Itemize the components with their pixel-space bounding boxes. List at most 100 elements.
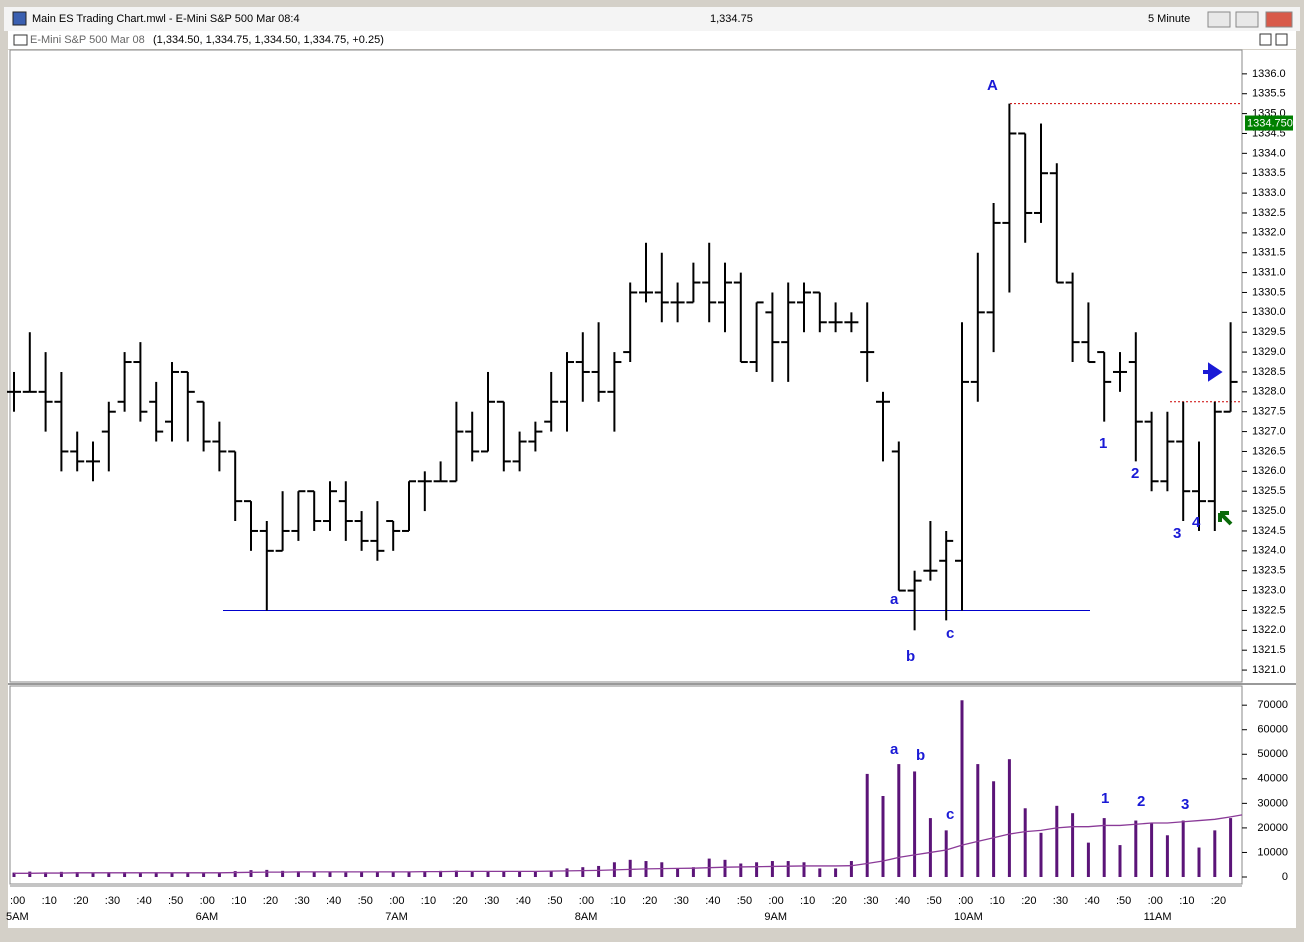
x-tick-label: :00 [389, 895, 404, 907]
volume-bar [502, 871, 506, 877]
volume-bar [75, 872, 79, 877]
x-tick-label: :00 [768, 895, 783, 907]
volume-bar [123, 872, 127, 877]
x-tick-label: :20 [452, 895, 467, 907]
volume-bar [739, 863, 743, 877]
x-tick-label: :40 [705, 895, 720, 907]
y-tick-label: 1330.0 [1252, 306, 1286, 318]
volume-bar [454, 870, 458, 877]
y-tick-label: 1326.5 [1252, 445, 1286, 457]
volume-bar [107, 872, 111, 877]
volume-bar [628, 859, 632, 877]
x-tick-label: :40 [136, 895, 151, 907]
symbol-icon [13, 34, 28, 46]
x-tick-label: :00 [579, 895, 594, 907]
volume-bar [818, 868, 822, 877]
volume-bar [1213, 830, 1217, 877]
y-tick-label: 1329.0 [1252, 346, 1286, 358]
volume-bar [1197, 847, 1201, 877]
annotation: c [946, 806, 954, 823]
x-tick-label: :20 [263, 895, 278, 907]
volume-bar [691, 867, 695, 877]
volume-bar [1102, 818, 1106, 877]
volume-bar [186, 872, 190, 877]
volume-bar [312, 871, 316, 877]
volume-bar [913, 771, 917, 877]
x-tick-label: :10 [231, 895, 246, 907]
y-tick-label: 1324.5 [1252, 525, 1286, 537]
x-tick-label: :20 [832, 895, 847, 907]
title-bar [4, 7, 1300, 31]
volume-bar [28, 871, 32, 877]
volume-bar [138, 872, 142, 877]
y-tick-label: 1328.0 [1252, 386, 1286, 398]
y-tick-label: 1333.0 [1252, 187, 1286, 199]
volume-bar [881, 796, 885, 877]
volume-bar [344, 872, 348, 877]
x-tick-label: :10 [421, 895, 436, 907]
x-tick-label: :00 [1148, 895, 1163, 907]
volume-bar [786, 861, 790, 877]
volume-bar [565, 868, 569, 877]
last-price: 1,334.75 [710, 13, 753, 25]
volume-bar [992, 781, 996, 877]
symbol-quote: (1,334.50, 1,334.75, 1,334.50, 1,334.75,… [153, 34, 384, 46]
x-tick-label: :10 [1179, 895, 1194, 907]
x-tick-label: :30 [863, 895, 878, 907]
volume-bar [249, 870, 253, 877]
y-tick-label: 30000 [1257, 797, 1288, 809]
maximize-button[interactable] [1235, 11, 1259, 28]
x-tick-label: :20 [642, 895, 657, 907]
annotation: 3 [1181, 796, 1189, 813]
x-tick-label: :00 [10, 895, 25, 907]
volume-bar [423, 871, 427, 877]
x-tick-label: :30 [1053, 895, 1068, 907]
hour-label: 6AM [196, 911, 219, 923]
x-tick-label: :20 [73, 895, 88, 907]
close-button[interactable] [1265, 11, 1293, 28]
x-tick-label: :30 [674, 895, 689, 907]
volume-average [14, 814, 1243, 874]
volume-panel [9, 685, 1243, 885]
volume-bar [59, 871, 63, 877]
volume-bar [849, 861, 853, 877]
hour-label: 11AM [1144, 911, 1172, 923]
y-tick-label: 1332.0 [1252, 227, 1286, 239]
volume-bar [233, 871, 237, 877]
volume-bar [518, 871, 522, 877]
x-tick-label: :20 [1021, 895, 1036, 907]
annotation: 4 [1192, 514, 1201, 531]
x-tick-label: :30 [484, 895, 499, 907]
panel-close[interactable] [1275, 33, 1288, 46]
volume-bar [928, 818, 932, 877]
y-tick-label: 1327.5 [1252, 406, 1286, 418]
volume-bar [581, 867, 585, 877]
volume-bar [328, 872, 332, 877]
volume-bar [1086, 842, 1090, 877]
x-tick-label: :00 [958, 895, 973, 907]
x-tick-label: :50 [737, 895, 752, 907]
volume-bar [375, 872, 379, 877]
y-tick-label: 1325.5 [1252, 485, 1286, 497]
y-tick-label: 40000 [1257, 773, 1288, 785]
volume-bar [549, 871, 553, 877]
x-tick-label: :50 [1116, 895, 1131, 907]
y-tick-label: 1330.5 [1252, 286, 1286, 298]
y-tick-label: 1323.5 [1252, 565, 1286, 577]
volume-bar [91, 872, 95, 877]
blue-arrow [1203, 362, 1223, 382]
volume-bar [470, 871, 474, 877]
volume-bar [44, 872, 48, 877]
volume-bar [281, 870, 285, 877]
hour-label: 10AM [954, 911, 983, 923]
minimize-button[interactable] [1207, 11, 1231, 28]
interval: 5 Minute [1148, 13, 1190, 25]
y-tick-label: 1321.5 [1252, 644, 1286, 656]
volume-bar [960, 700, 964, 877]
last-price-label: 1334.750 [1247, 117, 1293, 129]
y-tick-label: 1323.0 [1252, 584, 1286, 596]
last-price-box [1245, 115, 1293, 131]
panel-restore[interactable] [1259, 33, 1272, 46]
x-tick-label: :10 [800, 895, 815, 907]
volume-bar [865, 773, 869, 877]
